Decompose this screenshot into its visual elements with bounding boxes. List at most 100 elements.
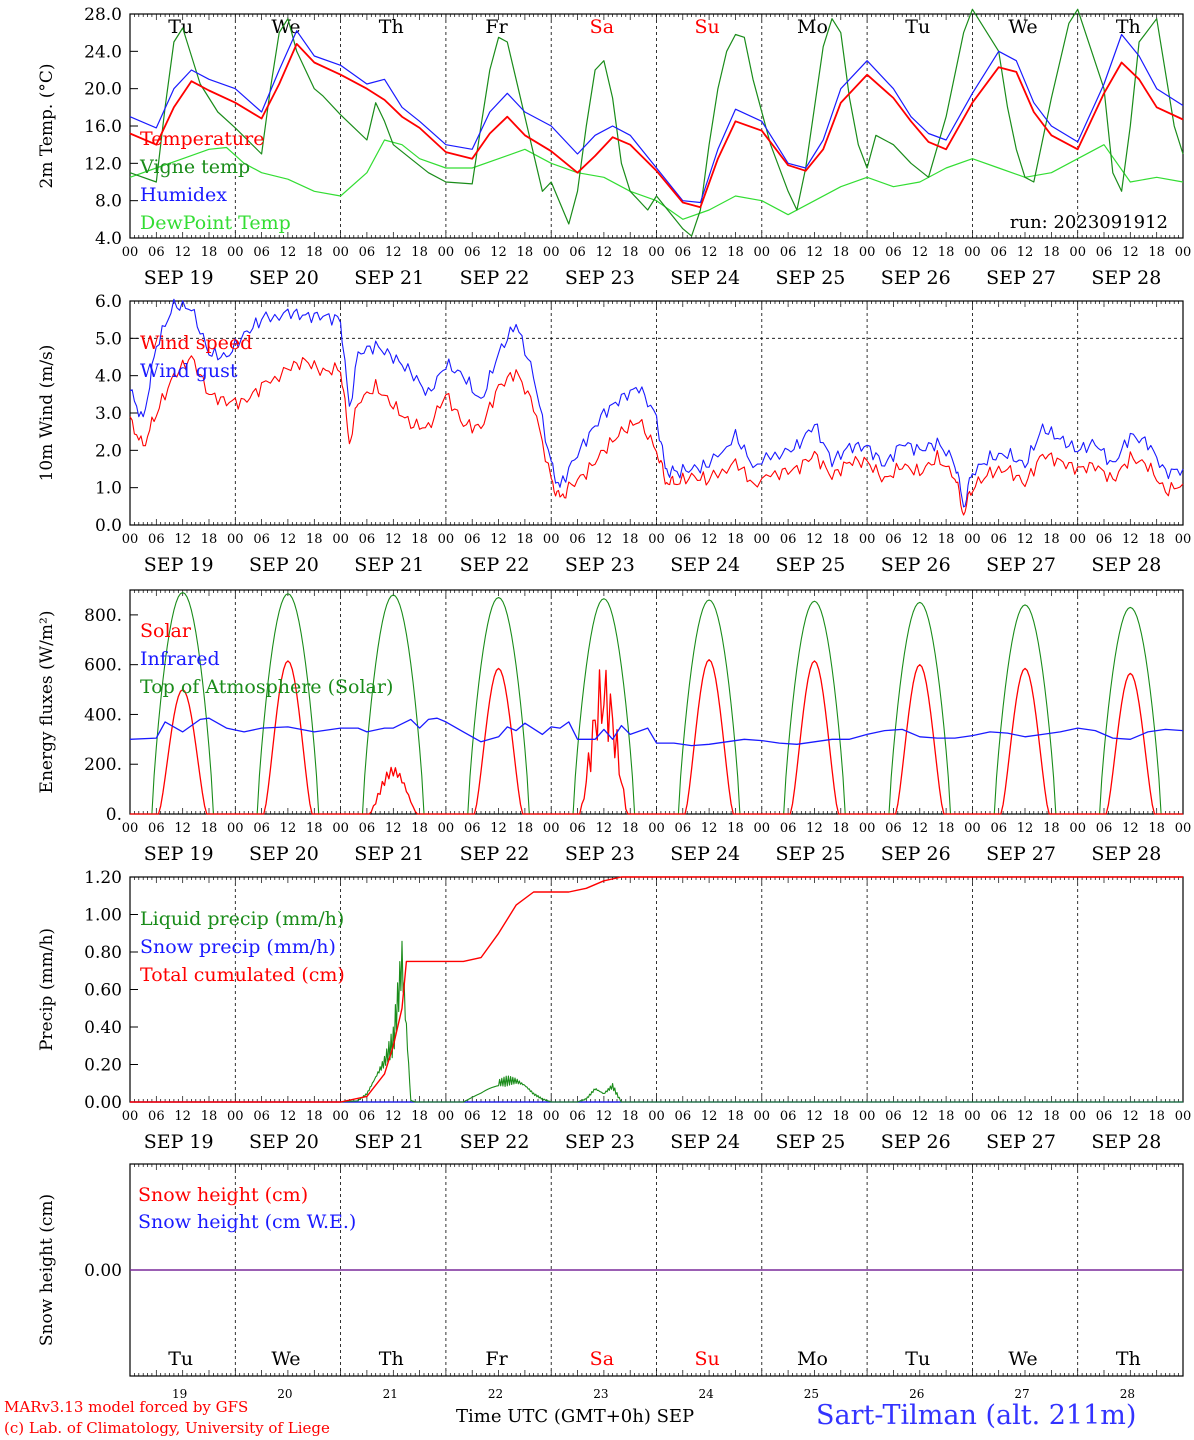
date-label: SEP 23: [565, 1131, 635, 1153]
hour-tick-label: 18: [411, 1109, 428, 1124]
hour-tick-label: 00: [859, 245, 876, 260]
date-label: SEP 27: [986, 267, 1056, 289]
hour-tick-label: 18: [622, 532, 639, 547]
hour-tick-label: 12: [280, 532, 297, 547]
hour-tick-label: 06: [359, 1109, 376, 1124]
hour-tick-label: 06: [253, 821, 270, 836]
hour-tick-label: 12: [1017, 1109, 1034, 1124]
hour-tick-label: 00: [754, 821, 771, 836]
snow-height-hour-ticks: [129, 1164, 1184, 1376]
day-abbr-top: Mo: [797, 16, 828, 38]
hour-tick-label: 12: [1017, 821, 1034, 836]
day-abbr-top: Th: [1116, 16, 1141, 38]
hour-tick-label: 12: [174, 245, 191, 260]
hour-tick-label: 12: [596, 1109, 613, 1124]
hour-tick-label: 18: [938, 1109, 955, 1124]
date-label: SEP 20: [249, 267, 319, 289]
hour-tick-label: 06: [675, 821, 692, 836]
temperature-line: [129, 43, 1184, 209]
day-abbr-bottom: Su: [695, 1348, 720, 1370]
hour-tick-label: 18: [938, 245, 955, 260]
date-label: SEP 20: [249, 554, 319, 576]
hour-tick-label: 00: [543, 532, 560, 547]
date-label: SEP 22: [460, 1131, 530, 1153]
hour-tick-label: 06: [569, 245, 586, 260]
day-number: 25: [804, 1387, 819, 1401]
hour-tick-label: 00: [648, 1109, 665, 1124]
hour-tick-label: 06: [675, 245, 692, 260]
date-label: SEP 26: [881, 843, 951, 865]
date-label: SEP 19: [144, 843, 214, 865]
precip-hour-ticks: [129, 877, 1184, 1102]
day-number: 28: [1120, 1387, 1135, 1401]
hour-tick-label: 00: [964, 532, 981, 547]
wind-y-tick: 5.0: [95, 329, 122, 349]
hour-tick-label: 12: [911, 245, 928, 260]
date-label: SEP 27: [986, 554, 1056, 576]
date-label: SEP 25: [776, 554, 846, 576]
temp-y-tick: 12.0: [84, 154, 122, 174]
hour-tick-label: 00: [1069, 1109, 1086, 1124]
2m-temp-frame: [129, 13, 1184, 239]
day-abbr-top: Fr: [485, 16, 508, 38]
hour-tick-label: 06: [1096, 245, 1113, 260]
hour-tick-label: 12: [701, 532, 718, 547]
hour-tick-label: 06: [885, 532, 902, 547]
day-number: 22: [488, 1387, 503, 1401]
vigne-temp-legend: Vigne temp: [139, 156, 250, 178]
snow-height-cm-legend: Snow height (cm): [138, 1184, 308, 1206]
date-label: SEP 26: [881, 267, 951, 289]
hour-tick-label: 00: [438, 532, 455, 547]
energy-y-tick: 800.: [84, 606, 122, 626]
hour-tick-label: 18: [1148, 245, 1165, 260]
hour-tick-label: 18: [306, 821, 323, 836]
wind-y-tick: 3.0: [95, 404, 122, 424]
hour-tick-label: 18: [833, 532, 850, 547]
wind-y-tick: 1.0: [95, 479, 122, 499]
hour-tick-label: 12: [490, 1109, 507, 1124]
wind-y-tick: 2.0: [95, 441, 122, 461]
hour-tick-label: 06: [885, 1109, 902, 1124]
temp-y-tick: 28.0: [84, 5, 122, 25]
hour-tick-label: 12: [490, 821, 507, 836]
hour-tick-label: 06: [359, 532, 376, 547]
hour-tick-label: 06: [148, 821, 165, 836]
day-abbr-top: Tu: [168, 16, 193, 38]
snow-y-tick: 0.00: [84, 1261, 122, 1281]
hour-tick-label: 00: [122, 821, 139, 836]
hour-tick-label: 00: [543, 245, 560, 260]
hour-tick-label: 12: [1122, 245, 1139, 260]
energy-y-tick: 600.: [84, 656, 122, 676]
date-label: SEP 24: [670, 843, 740, 865]
hour-tick-label: 18: [727, 821, 744, 836]
hour-tick-label: 00: [859, 821, 876, 836]
hour-tick-label: 00: [964, 1109, 981, 1124]
hour-tick-label: 06: [464, 821, 481, 836]
station-name: Sart-Tilman (alt. 211m): [816, 1400, 1137, 1431]
day-abbr-bottom: Th: [1116, 1348, 1141, 1370]
precip-y-tick: 1.20: [84, 868, 122, 888]
energy-y-tick: 0.: [106, 805, 122, 825]
date-label: SEP 21: [354, 554, 424, 576]
solar-line: [130, 659, 1183, 815]
hour-tick-label: 00: [227, 532, 244, 547]
hour-tick-label: 18: [201, 1109, 218, 1124]
hour-tick-label: 06: [569, 532, 586, 547]
day-number: 21: [383, 1387, 398, 1401]
hour-tick-label: 00: [438, 821, 455, 836]
hour-tick-label: 00: [122, 245, 139, 260]
run-label: run: 2023091912: [1010, 212, 1168, 233]
vigne-temp-line: [129, 8, 1184, 237]
liquid-precip-mm-h-legend: Liquid precip (mm/h): [140, 908, 344, 930]
date-label: SEP 24: [670, 267, 740, 289]
snow-height-cm-w-e-legend: Snow height (cm W.E.): [138, 1211, 356, 1233]
date-label: SEP 22: [460, 554, 530, 576]
infrared-legend: Infrared: [140, 648, 220, 670]
date-label: SEP 21: [354, 267, 424, 289]
wind-y-tick: 4.0: [95, 367, 122, 387]
hour-tick-label: 18: [1148, 532, 1165, 547]
hour-tick-label: 18: [201, 532, 218, 547]
date-label: SEP 28: [1091, 267, 1161, 289]
hour-tick-label: 18: [1148, 821, 1165, 836]
hour-tick-label: 06: [780, 1109, 797, 1124]
